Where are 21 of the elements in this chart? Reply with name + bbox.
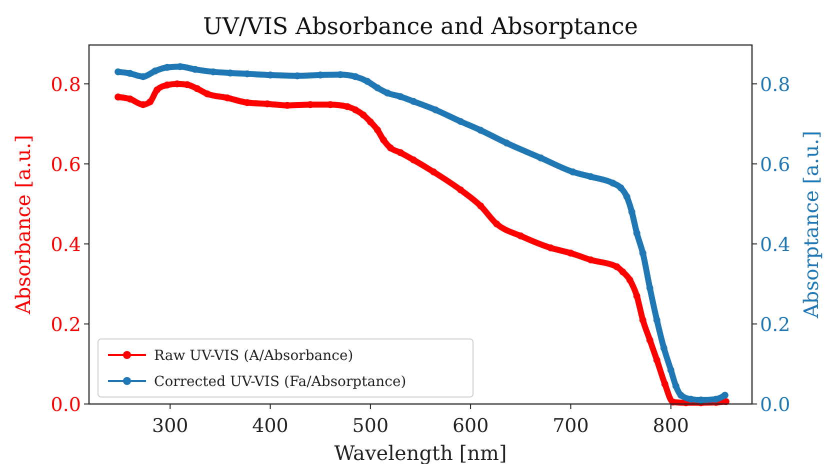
y-axis-title: Absorbance [a.u.] bbox=[11, 134, 35, 316]
y2-tick-label: 0.0 bbox=[760, 394, 790, 416]
y2-axis-title: Absorptance [a.u.] bbox=[799, 130, 823, 320]
x-tick-label: 700 bbox=[552, 415, 589, 437]
x-tick-label: 300 bbox=[152, 415, 188, 437]
y2-tick-label: 0.2 bbox=[760, 314, 790, 336]
y2-tick-label: 0.6 bbox=[760, 154, 790, 176]
y-tick-label: 0.0 bbox=[50, 394, 81, 416]
x-tick-label: 400 bbox=[252, 415, 288, 437]
x-tick-label: 500 bbox=[352, 415, 389, 437]
legend-label: Raw UV-VIS (A/Absorbance) bbox=[154, 348, 354, 364]
y2-tick-label: 0.4 bbox=[760, 234, 790, 256]
y-tick-label: 0.6 bbox=[50, 154, 81, 176]
x-tick-label: 600 bbox=[452, 415, 489, 437]
y-tick-label: 0.8 bbox=[50, 74, 81, 96]
y-tick-label: 0.4 bbox=[50, 234, 81, 256]
legend-label: Corrected UV-VIS (Fa/Absorptance) bbox=[154, 374, 406, 390]
y-tick-label: 0.2 bbox=[50, 314, 81, 336]
y2-tick-label: 0.8 bbox=[760, 74, 790, 96]
x-tick-label: 800 bbox=[652, 415, 690, 437]
chart-title: UV/VIS Absorbance and Absorptance bbox=[202, 14, 638, 40]
